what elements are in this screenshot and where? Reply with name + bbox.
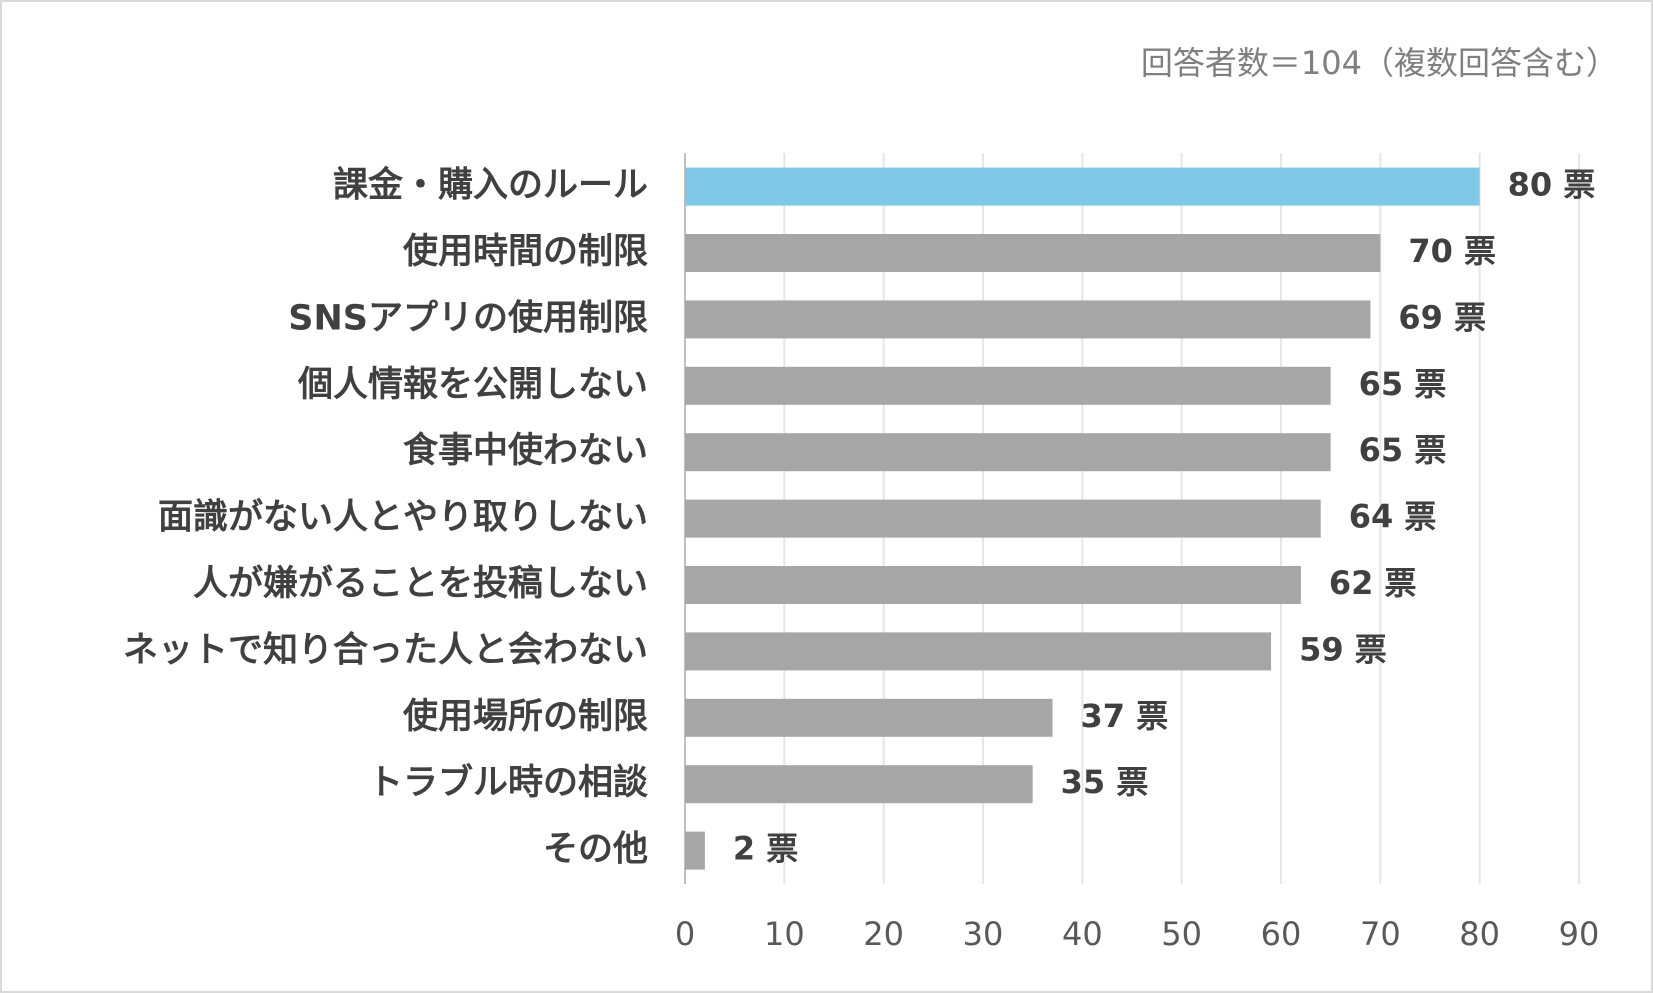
- category-label: SNSアプリの使用制限: [288, 298, 648, 338]
- category-label: 使用時間の制限: [403, 232, 648, 272]
- x-tick-label: 70: [1360, 915, 1401, 953]
- x-tick-label: 80: [1459, 915, 1500, 953]
- x-tick-label: 20: [863, 915, 904, 953]
- value-label: 2 票: [733, 830, 798, 868]
- value-label: 35 票: [1061, 763, 1149, 801]
- bar: [685, 433, 1331, 472]
- bar: [685, 632, 1272, 671]
- bar: [685, 366, 1331, 405]
- value-label: 70 票: [1408, 232, 1496, 270]
- category-label: 使用場所の制限: [403, 697, 648, 737]
- category-label: 人が嫌がることを投稿しない: [193, 564, 648, 604]
- bar: [685, 499, 1321, 538]
- chart-subtitle: 回答者数＝104（複数回答含む）: [1141, 44, 1618, 82]
- value-label: 65 票: [1359, 365, 1447, 403]
- category-label: 個人情報を公開しない: [297, 365, 648, 405]
- category-label: その他: [543, 830, 648, 870]
- x-tick-label: 30: [963, 915, 1004, 953]
- category-label: トラブル時の相談: [368, 762, 649, 803]
- value-label: 37 票: [1081, 697, 1169, 735]
- bar: [685, 831, 705, 870]
- bar: [685, 167, 1480, 206]
- value-label: 65 票: [1359, 431, 1447, 469]
- value-label: 80 票: [1508, 166, 1596, 204]
- bar: [685, 765, 1033, 804]
- value-label: 62 票: [1329, 564, 1417, 602]
- bar: [685, 566, 1301, 604]
- category-label: 課金・購入のルール: [333, 165, 648, 206]
- x-tick-label: 50: [1161, 915, 1202, 953]
- x-tick-label: 60: [1261, 915, 1302, 953]
- category-label: 食事中使わない: [403, 430, 648, 471]
- category-label: ネットで知り合った人と会わない: [123, 630, 648, 670]
- value-label: 69 票: [1398, 298, 1486, 336]
- value-label: 59 票: [1299, 630, 1387, 668]
- x-tick-label: 10: [764, 915, 805, 953]
- category-label: 面識がない人とやり取りしない: [158, 498, 648, 538]
- value-label: 64 票: [1349, 498, 1437, 536]
- x-tick-label: 0: [675, 915, 695, 953]
- x-tick-label: 90: [1559, 915, 1600, 953]
- x-tick-label: 40: [1062, 915, 1103, 953]
- bar: [685, 300, 1371, 339]
- bar: [685, 234, 1381, 272]
- bar: [685, 698, 1053, 737]
